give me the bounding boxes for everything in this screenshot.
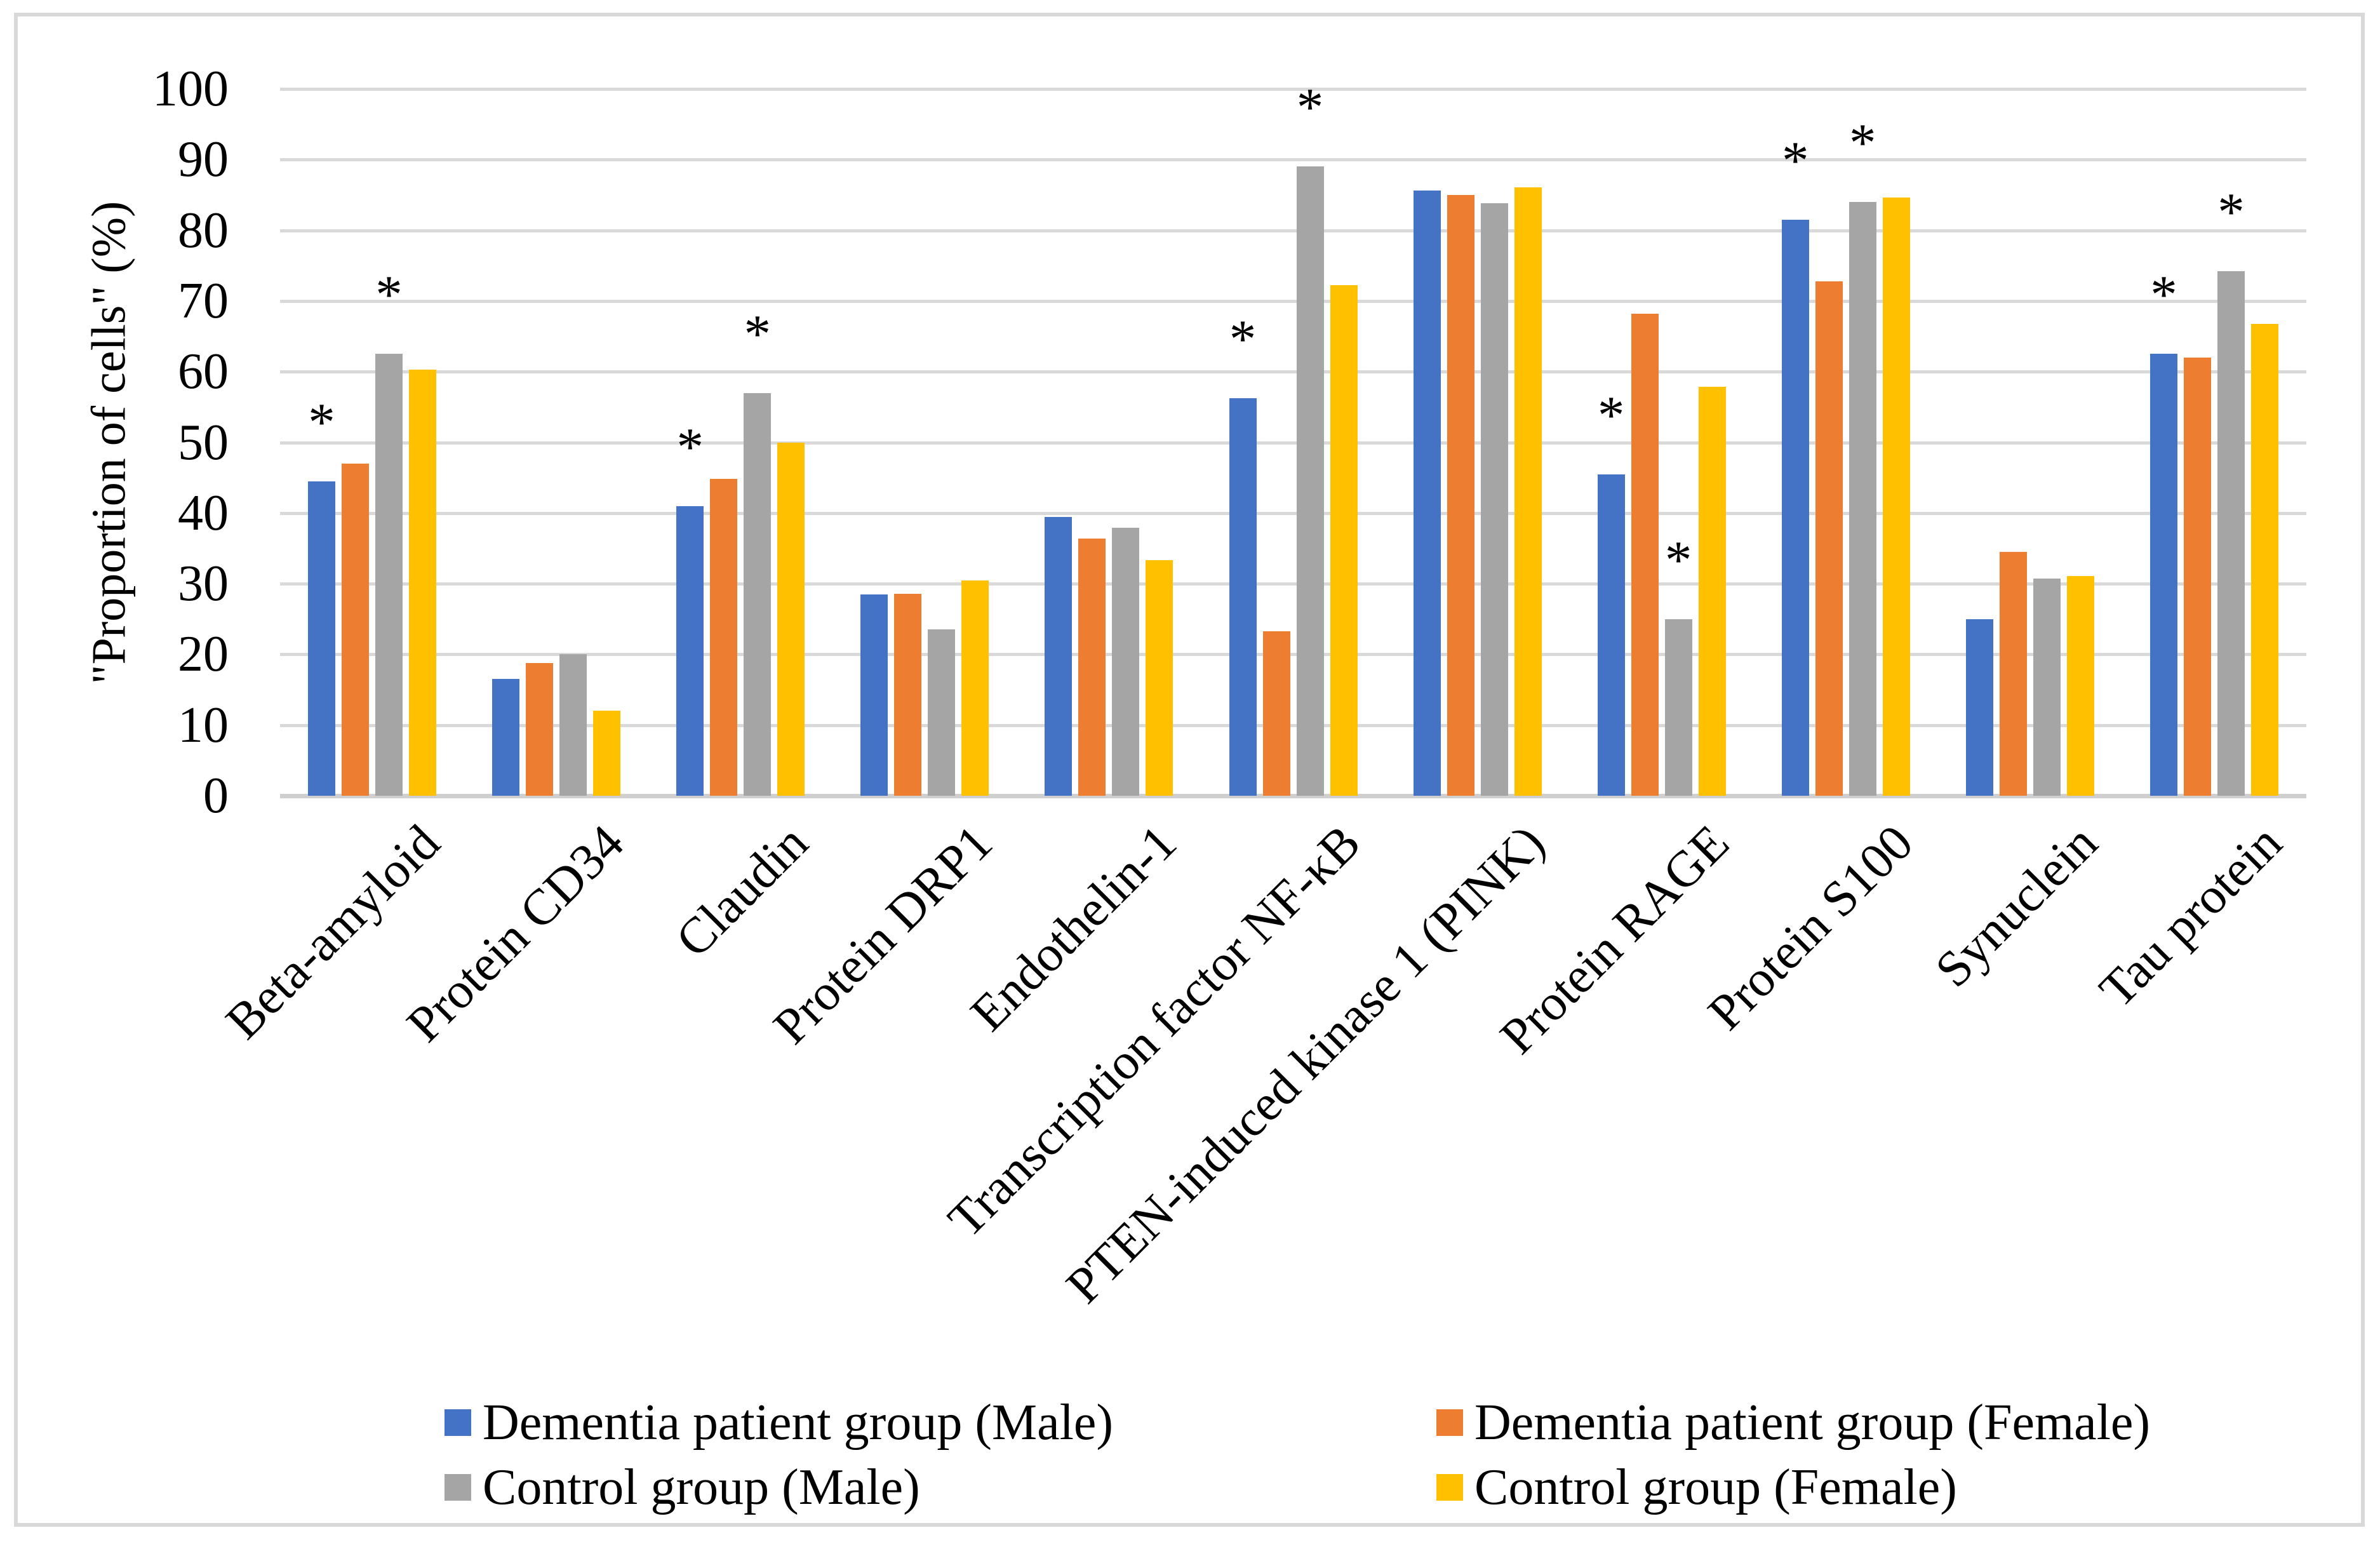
y-tick-label: 40: [178, 485, 229, 541]
legend-label: Control group (Male): [483, 1459, 920, 1515]
asterisk-annotation: *: [375, 265, 403, 325]
gridline: [280, 299, 2306, 303]
legend-item: Control group (Male): [445, 1459, 920, 1516]
bar: [961, 580, 989, 796]
bar: [1781, 219, 1809, 796]
bar: [1815, 281, 1843, 796]
bar: [1514, 187, 1542, 796]
y-tick-label: 90: [178, 131, 229, 188]
asterisk-annotation: *: [1782, 130, 1809, 191]
bar: [894, 593, 922, 796]
y-tick-label: 60: [178, 344, 229, 400]
y-tick-label: 30: [178, 556, 229, 612]
gridline: [280, 88, 2306, 91]
asterisk-annotation: *: [676, 417, 704, 477]
bar: [2250, 323, 2278, 796]
gridline: [280, 441, 2306, 445]
gridline: [280, 370, 2306, 374]
asterisk-annotation: *: [1664, 530, 1692, 590]
y-tick-label: 20: [178, 626, 229, 683]
bar: [1631, 313, 1659, 796]
bar: [1262, 631, 1290, 796]
gridline: [280, 582, 2306, 586]
x-axis-line: [280, 794, 2306, 798]
bar: [593, 711, 621, 796]
legend-item: Control group (Female): [1436, 1459, 1957, 1516]
y-tick-label: 70: [178, 272, 229, 329]
gridline: [280, 229, 2306, 232]
legend-label: Dementia patient group (Male): [483, 1395, 1113, 1451]
bar: [676, 506, 704, 796]
legend-item: Dementia patient group (Male): [445, 1394, 1113, 1451]
bar: [526, 662, 554, 796]
bar: [1045, 517, 1073, 796]
legend-swatch: [1436, 1409, 1463, 1436]
bar: [2183, 357, 2211, 796]
bar: [777, 442, 805, 796]
bar: [342, 463, 370, 796]
bar: [1296, 166, 1324, 796]
chart-border: [14, 13, 2365, 1527]
bar: [2149, 354, 2177, 796]
bar: [308, 481, 336, 796]
legend-label: Dementia patient group (Female): [1474, 1395, 2151, 1451]
legend-swatch: [445, 1474, 471, 1501]
asterisk-annotation: *: [2217, 182, 2245, 243]
bar: [2217, 271, 2245, 796]
legend-item: Dementia patient group (Female): [1436, 1394, 2150, 1451]
y-tick-label: 100: [152, 61, 229, 117]
bar: [1413, 191, 1441, 796]
y-tick-label: 80: [178, 202, 229, 258]
bar: [710, 479, 738, 796]
bar: [2033, 579, 2061, 796]
bar: [1330, 285, 1358, 796]
asterisk-annotation: *: [1296, 77, 1324, 138]
bar: [1965, 619, 1993, 796]
bar: [2066, 575, 2094, 796]
asterisk-annotation: *: [1229, 309, 1257, 370]
bar: [1112, 528, 1140, 796]
y-tick-label: 0: [203, 768, 229, 824]
bar: [1078, 538, 1106, 796]
legend-swatch: [1436, 1474, 1463, 1501]
y-tick-label: 10: [178, 697, 229, 753]
asterisk-annotation: *: [1597, 385, 1625, 445]
asterisk-annotation: *: [744, 304, 771, 364]
bar: [1447, 194, 1474, 796]
bar: [1882, 198, 1910, 796]
bar: [744, 392, 772, 796]
legend-label: Control group (Female): [1474, 1459, 1957, 1515]
asterisk-annotation: *: [308, 392, 335, 452]
bar: [1480, 203, 1508, 796]
bar: [1664, 619, 1692, 796]
bar: [375, 354, 403, 796]
bar: [1146, 560, 1173, 796]
bar: [1597, 474, 1625, 796]
bar: [1999, 552, 2027, 796]
bar: [860, 594, 888, 796]
bar: [1698, 386, 1726, 796]
gridline: [280, 723, 2306, 727]
bar: [928, 629, 956, 796]
gridline: [280, 511, 2306, 515]
bar: [492, 679, 520, 796]
asterisk-annotation: *: [1849, 113, 1876, 173]
y-tick-label: 50: [178, 414, 229, 471]
legend-swatch: [445, 1409, 471, 1436]
bar: [409, 369, 437, 796]
bar: [1229, 398, 1257, 796]
bar: [1849, 202, 1876, 796]
bar: [559, 654, 587, 796]
asterisk-annotation: *: [2150, 265, 2177, 325]
gridline: [280, 653, 2306, 657]
gridline: [280, 158, 2306, 162]
